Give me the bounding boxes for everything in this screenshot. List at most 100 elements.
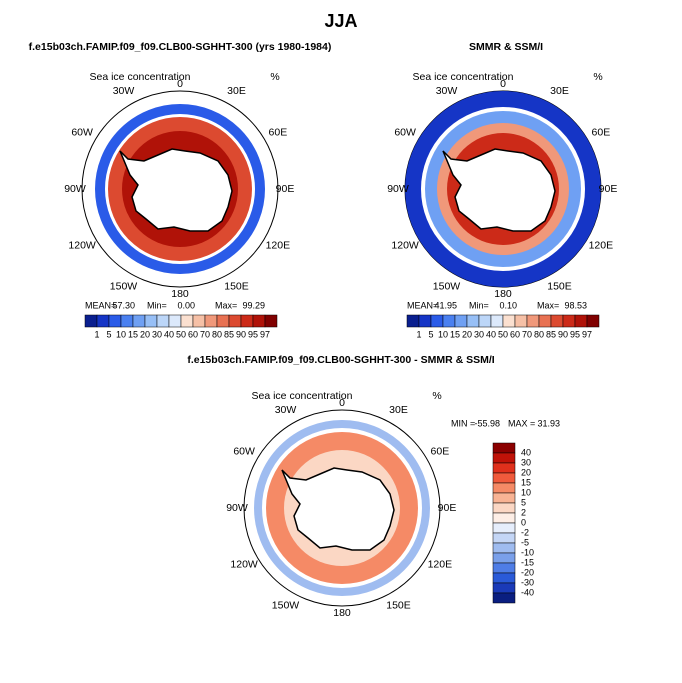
lon-label: 60E bbox=[269, 126, 288, 138]
stat-text: 0.10 bbox=[499, 300, 517, 310]
colorbar-box bbox=[120, 314, 134, 328]
colorbar-box bbox=[406, 314, 420, 328]
colorbar-box bbox=[216, 314, 230, 328]
stat-text: Min= bbox=[147, 300, 167, 310]
lon-label: 180 bbox=[171, 288, 189, 300]
colorbar-label: -15 bbox=[521, 557, 534, 567]
colorbar-box bbox=[492, 562, 516, 574]
lon-label: 60W bbox=[233, 445, 255, 457]
ice-edge bbox=[405, 91, 601, 287]
colorbar-box bbox=[418, 314, 432, 328]
colorbar-box bbox=[478, 314, 492, 328]
colorbar-box bbox=[144, 314, 158, 328]
colorbar-label: 5 bbox=[428, 329, 433, 339]
stat-text: 31.93 bbox=[537, 418, 560, 428]
colorbar-box bbox=[132, 314, 146, 328]
antarctica bbox=[281, 467, 395, 551]
colorbar-label: -10 bbox=[521, 547, 534, 557]
colorbar-box bbox=[526, 314, 540, 328]
colorbar-box bbox=[492, 522, 516, 534]
colorbar-label: 95 bbox=[248, 329, 258, 339]
stat-text: 99.29 bbox=[242, 300, 265, 310]
colorbar-box bbox=[264, 314, 278, 328]
panel-title: SMMR & SSM/I bbox=[469, 41, 543, 53]
colorbar-box bbox=[492, 452, 516, 464]
stat-text: MEAN= bbox=[85, 300, 116, 310]
colorbar-box bbox=[192, 314, 206, 328]
colorbar-label: 40 bbox=[164, 329, 174, 339]
colorbar-label: 15 bbox=[521, 477, 531, 487]
colorbar-label: 97 bbox=[582, 329, 592, 339]
colorbar-label: 20 bbox=[140, 329, 150, 339]
stat-text: MAX = bbox=[508, 418, 535, 428]
colorbar-box bbox=[492, 512, 516, 524]
colorbar-label: 70 bbox=[200, 329, 210, 339]
colorbar-label: 5 bbox=[521, 497, 526, 507]
colorbar-box bbox=[492, 582, 516, 594]
colorbar-label: 2 bbox=[521, 507, 526, 517]
colorbar-box bbox=[492, 492, 516, 504]
colorbar-label: 70 bbox=[522, 329, 532, 339]
colorbar-label: 1 bbox=[94, 329, 99, 339]
colorbar-label: 30 bbox=[521, 457, 531, 467]
antarctica bbox=[442, 148, 556, 232]
colorbar-box bbox=[156, 314, 170, 328]
colorbar-box bbox=[180, 314, 194, 328]
lon-label: 60E bbox=[431, 445, 450, 457]
stat-text: -55.98 bbox=[474, 418, 500, 428]
units-label: % bbox=[593, 71, 602, 83]
stat-text: 0.00 bbox=[177, 300, 195, 310]
map-label: Sea ice concentration bbox=[252, 390, 353, 402]
lon-label: 30W bbox=[275, 404, 297, 416]
lon-label: 30E bbox=[389, 404, 408, 416]
colorbar-box bbox=[514, 314, 528, 328]
colorbar-label: 0 bbox=[521, 517, 526, 527]
lon-label: 150W bbox=[433, 281, 461, 293]
colorbar-label: 10 bbox=[438, 329, 448, 339]
colorbar-label: 50 bbox=[498, 329, 508, 339]
lon-label: 90W bbox=[226, 502, 248, 514]
colorbar-box bbox=[108, 314, 122, 328]
colorbar-box bbox=[492, 442, 516, 454]
colorbar-label: 60 bbox=[188, 329, 198, 339]
colorbar-label: -20 bbox=[521, 567, 534, 577]
colorbar-label: 10 bbox=[116, 329, 126, 339]
colorbar-box bbox=[252, 314, 266, 328]
map-label: Sea ice concentration bbox=[413, 71, 514, 83]
colorbar-box bbox=[490, 314, 504, 328]
colorbar-label: 95 bbox=[570, 329, 580, 339]
colorbar-label: 30 bbox=[474, 329, 484, 339]
colorbar-label: 85 bbox=[546, 329, 556, 339]
colorbar-box bbox=[430, 314, 444, 328]
lon-label: 180 bbox=[333, 607, 351, 619]
map-label: Sea ice concentration bbox=[90, 71, 191, 83]
colorbar-box bbox=[492, 462, 516, 474]
colorbar-box bbox=[466, 314, 480, 328]
panel-title: f.e15b03ch.FAMIP.f09_f09.CLB00-SGHHT-300… bbox=[187, 354, 494, 366]
lon-label: 120W bbox=[230, 558, 258, 570]
stat-text: 41.95 bbox=[434, 300, 457, 310]
lon-label: 120W bbox=[391, 239, 419, 251]
stat-text: Max= bbox=[537, 300, 559, 310]
colorbar-box bbox=[168, 314, 182, 328]
colorbar-box bbox=[454, 314, 468, 328]
stat-text: MIN = bbox=[451, 418, 475, 428]
lon-label: 150W bbox=[272, 600, 300, 612]
colorbar-box bbox=[96, 314, 110, 328]
colorbar-box bbox=[442, 314, 456, 328]
colorbar-box bbox=[492, 552, 516, 564]
lon-label: 90E bbox=[276, 183, 295, 195]
colorbar-box bbox=[492, 572, 516, 584]
lon-label: 90E bbox=[599, 183, 618, 195]
colorbar-label: -40 bbox=[521, 587, 534, 597]
lon-label: 150E bbox=[386, 600, 411, 612]
stat-text: Max= bbox=[215, 300, 237, 310]
lon-label: 120E bbox=[589, 239, 614, 251]
colorbar-label: 40 bbox=[486, 329, 496, 339]
lon-label: 150E bbox=[224, 281, 249, 293]
colorbar-box bbox=[240, 314, 254, 328]
stat-text: 98.53 bbox=[564, 300, 587, 310]
units-label: % bbox=[270, 71, 279, 83]
colorbar-label: 1 bbox=[416, 329, 421, 339]
